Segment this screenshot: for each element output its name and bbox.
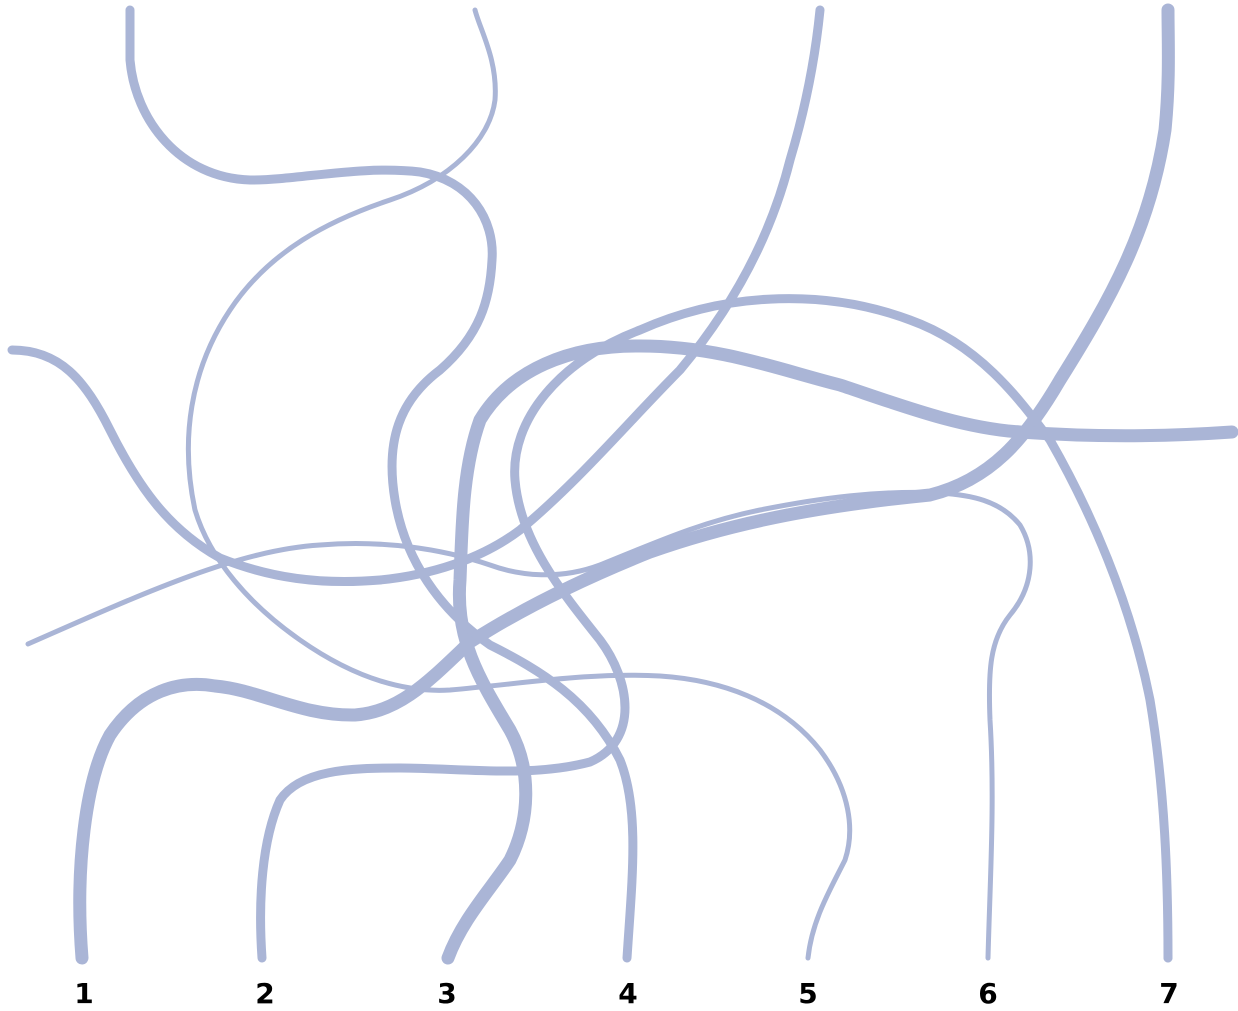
rope-1[interactable] xyxy=(73,3,1175,965)
rope-3[interactable] xyxy=(441,339,1238,965)
end-label-4: 4 xyxy=(618,977,637,1010)
end-label-2: 2 xyxy=(255,977,274,1010)
rope-6[interactable] xyxy=(25,489,1033,961)
end-label-3: 3 xyxy=(437,977,456,1010)
rope-5[interactable] xyxy=(185,7,853,961)
end-label-5: 5 xyxy=(798,977,817,1010)
rope-7-body[interactable] xyxy=(7,5,825,587)
end-label-7: 7 xyxy=(1159,977,1178,1010)
end-label-6: 6 xyxy=(978,977,997,1010)
rope-4[interactable] xyxy=(125,5,638,963)
rope-2[interactable] xyxy=(256,294,1173,963)
end-label-1: 1 xyxy=(74,977,93,1010)
